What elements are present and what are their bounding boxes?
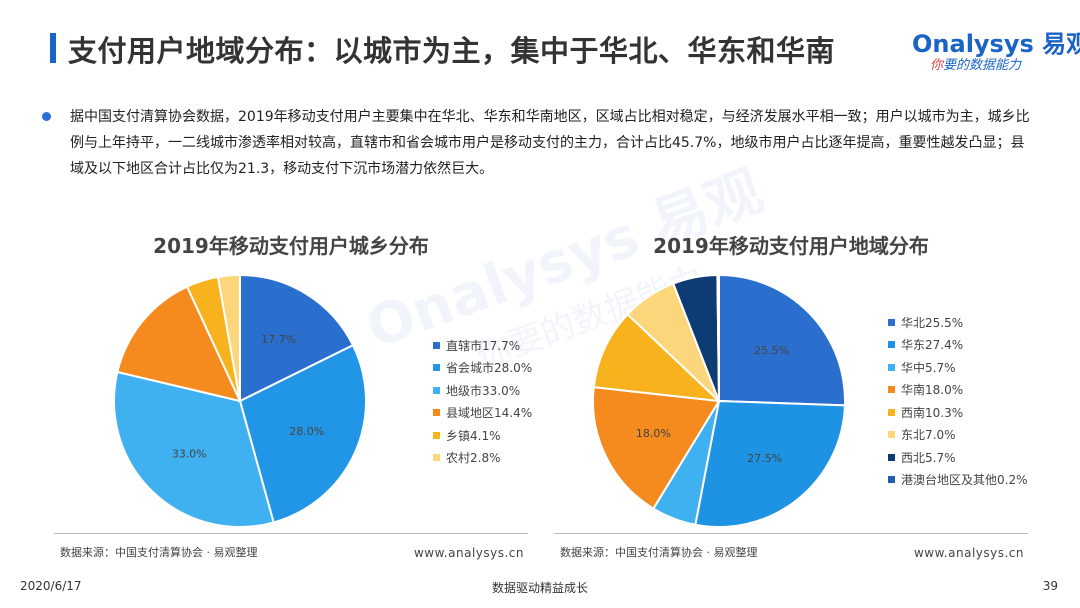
chart-panel-region: 2019年移动支付用户地域分布 25.5% 27.5% 18.0% 华北25.5% 华…	[548, 200, 1034, 568]
legend-label: 乡镇4.1%	[446, 428, 501, 443]
logo-o: O	[912, 30, 933, 58]
analysys-logo: Onalysys 易观 你要的数据能力	[912, 24, 1080, 74]
slice-label-0: 17.7%	[261, 333, 296, 346]
legend-label: 西南10.3%	[901, 405, 964, 420]
legend-label: 华北25.5%	[901, 315, 964, 330]
slice-label-2: 33.0%	[172, 448, 207, 461]
pie-slice-4	[592, 312, 722, 403]
pie-slice-3	[592, 386, 721, 510]
legend-label: 东北7.0%	[901, 428, 956, 443]
legend-item: 港澳台地区及其他0.2%	[888, 469, 1028, 492]
pie-slice-2	[113, 370, 275, 528]
legend-swatch	[888, 363, 895, 371]
chart-panel-urban-rural: 2019年移动支付用户城乡分布 17.7% 28.0% 33.0% 直辖市17.7%…	[48, 200, 534, 568]
legend-swatch	[433, 341, 440, 349]
website-link[interactable]: www.analysys.cn	[913, 546, 1024, 560]
legend-item: 华东27.4%	[888, 334, 1028, 357]
pie-slice-5	[216, 273, 241, 402]
slice-label-1: 27.5%	[747, 452, 782, 465]
legend-swatch	[433, 454, 440, 462]
legend-swatch	[433, 364, 440, 372]
legend-item: 县域地区14.4%	[433, 402, 532, 425]
legend-swatch	[433, 386, 440, 394]
pie-chart-urban-rural: 17.7% 28.0% 33.0%	[113, 273, 367, 528]
legend-label: 农村2.8%	[446, 451, 501, 466]
logo-text: nalysys 易观	[932, 30, 1080, 58]
title-accent-bar	[50, 33, 56, 63]
data-source: 数据来源：中国支付清算协会 · 易观整理	[560, 546, 758, 559]
legend-item: 农村2.8%	[433, 447, 532, 470]
legend-label: 地级市33.0%	[446, 383, 521, 398]
slice-label-0: 25.5%	[754, 344, 789, 357]
logo-slogan-ni: 你	[930, 58, 944, 73]
chart-legend: 华北25.5% 华东27.4% 华中5.7% 华南18.0% 西南10.3% 东北7.0%…	[888, 311, 1028, 491]
pie-chart-region: 25.5% 27.5% 18.0%	[592, 273, 846, 528]
slice-label-1: 28.0%	[289, 425, 324, 438]
pie-slice-1	[694, 399, 846, 528]
legend-swatch	[888, 431, 895, 439]
legend-label: 直辖市17.7%	[446, 338, 521, 353]
page-title: 支付用户地域分布：以城市为主，集中于华北、华东和华南	[68, 34, 836, 68]
legend-swatch	[888, 476, 895, 484]
legend-label: 港澳台地区及其他0.2%	[901, 473, 1028, 488]
legend-item: 华中5.7%	[888, 356, 1028, 379]
legend-label: 县域地区14.4%	[446, 406, 533, 421]
divider	[554, 533, 1028, 534]
legend-swatch	[433, 409, 440, 417]
chart-title: 2019年移动支付用户城乡分布	[153, 234, 429, 258]
footer-date: 2020/6/17	[20, 579, 82, 593]
legend-label: 华中5.7%	[901, 360, 956, 375]
bullet-dot	[42, 112, 51, 121]
legend-swatch	[888, 341, 895, 349]
legend-item: 西南10.3%	[888, 401, 1028, 424]
legend-label: 西北5.7%	[901, 450, 956, 465]
chart-title: 2019年移动支付用户地域分布	[653, 234, 929, 258]
data-source: 数据来源：中国支付清算协会 · 易观整理	[60, 546, 258, 559]
slice-label-3: 18.0%	[636, 427, 671, 440]
legend-item: 西北5.7%	[888, 446, 1028, 469]
legend-item: 省会城市28.0%	[433, 357, 532, 380]
legend-swatch	[888, 318, 895, 326]
pie-slice-7	[716, 273, 720, 402]
legend-swatch	[888, 386, 895, 394]
logo-wordmark: Onalysys 易观	[912, 24, 1080, 59]
divider	[54, 533, 528, 534]
pie-slice-3	[116, 285, 242, 403]
legend-item: 东北7.0%	[888, 424, 1028, 447]
page-number: 39	[1042, 579, 1058, 593]
website-link[interactable]: www.analysys.cn	[413, 546, 524, 560]
legend-item: 地级市33.0%	[433, 379, 532, 402]
chart-legend: 直辖市17.7% 省会城市28.0% 地级市33.0% 县域地区14.4% 乡镇4.1%…	[433, 334, 532, 469]
summary-text: 据中国支付清算协会数据，2019年移动支付用户主要集中在华北、华东和华南地区，区…	[70, 109, 1030, 177]
pie-slice-0	[718, 273, 846, 407]
legend-swatch	[888, 408, 895, 416]
legend-label: 华东27.4%	[901, 338, 964, 353]
pie-slice-1	[238, 343, 367, 524]
legend-swatch	[888, 453, 895, 461]
legend-item: 直辖市17.7%	[433, 334, 532, 357]
logo-slogan-rest: 要的数据能力	[943, 58, 1022, 73]
legend-label: 华南18.0%	[901, 383, 964, 398]
legend-item: 华北25.5%	[888, 311, 1028, 334]
legend-label: 省会城市28.0%	[446, 361, 533, 376]
footer-slogan: 数据驱动精益成长	[491, 581, 588, 595]
logo-slogan: 你要的数据能力	[930, 54, 1021, 73]
pie-slice-0	[239, 273, 355, 403]
legend-swatch	[433, 431, 440, 439]
legend-item: 华南18.0%	[888, 379, 1028, 402]
legend-item: 乡镇4.1%	[433, 424, 532, 447]
